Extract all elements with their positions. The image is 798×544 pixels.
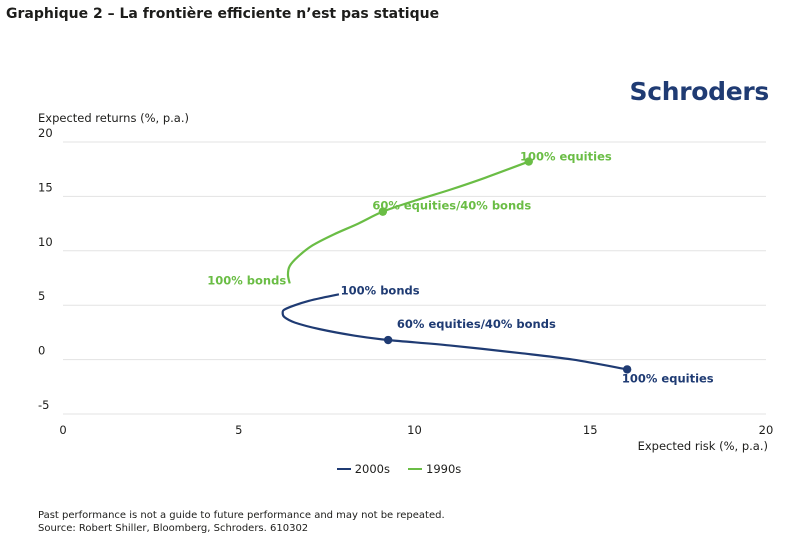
footnote-source: Source: Robert Shiller, Bloomberg, Schro… [38,523,309,534]
footnote: Past performance is not a guide to futur… [38,509,445,535]
x-tick-label: 20 [759,423,774,437]
data-point-2000s [622,365,632,374]
annotation-nm: 60% equities/40% bonds [397,317,556,331]
y-tick-label: 15 [38,180,53,194]
legend-swatch-1990s [408,468,422,470]
legend-label-1990s: 1990s [426,462,462,476]
x-tick-label: 10 [407,423,422,437]
grid-layer [63,141,766,415]
page-title: Graphique 2 – La frontière efficiente n’… [6,6,440,22]
legend: 2000s 1990s [0,462,798,476]
x-tick-label: 0 [59,423,66,437]
legend-item-2000s: 2000s [336,462,390,476]
marker-layer [378,157,632,374]
x-axis-title: Expected risk (%, p.a.) [638,439,768,453]
legend-swatch-2000s [336,468,351,470]
series-layer [281,160,628,371]
y-tick-label: -5 [38,398,49,412]
data-point-2000s [383,335,393,345]
annotation-nb: 100% bonds [341,283,420,297]
annotation-ge: 100% equities [520,149,612,163]
y-tick-label: 5 [38,289,45,303]
y-tick-label: 0 [38,344,45,358]
x-tick-label: 15 [583,423,598,437]
y-axis-title: Expected returns (%, p.a.) [38,111,189,125]
y-tick-label: 10 [38,235,53,249]
footnote-disclaimer: Past performance is not a guide to futur… [38,510,445,521]
annotation-gb: 100% bonds [207,274,286,288]
legend-label-2000s: 2000s [354,462,390,476]
series-line-2000s [281,293,628,371]
tick-layer: 20 15 10 5 0 -5 0 5 10 15 20 [38,126,773,437]
brand-logo: Schroders [629,77,770,106]
data-point-1990s [378,207,388,216]
data-point-1990s [524,157,533,166]
annotation-gm: 60% equities/40% bonds [372,198,531,212]
annotation-ne: 100% equities [622,371,714,385]
x-tick-label: 5 [235,423,242,437]
annotation-layer: 100% bonds 60% equities/40% bonds 100% equ… [207,149,714,385]
y-tick-label: 20 [38,126,53,140]
legend-item-1990s: 1990s [408,462,461,476]
series-line-1990s [286,160,530,284]
